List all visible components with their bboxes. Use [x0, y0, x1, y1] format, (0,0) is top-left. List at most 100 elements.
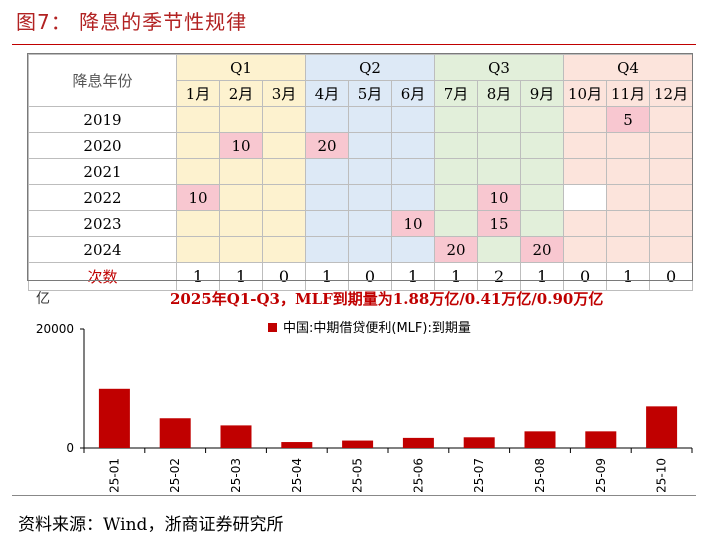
- rate-cut-cell: 15: [477, 210, 522, 237]
- table-cell: [348, 236, 393, 263]
- mlf-bar: [342, 440, 374, 448]
- table-cell: [520, 132, 565, 159]
- rate-cut-seasonality-table: 降息年份 Q1 Q2 Q3 Q4 1月 2月 3月 4月 5月 6月 7月 8月 9月 10月 11…: [28, 54, 694, 291]
- mlf-bar: [585, 431, 617, 448]
- table-cell: [219, 236, 263, 263]
- mlf-bar: [402, 437, 434, 448]
- mlf-bar: [646, 406, 678, 448]
- table-cell: [176, 106, 220, 133]
- table-cell: [434, 210, 479, 237]
- rate-cut-cell: 10: [477, 184, 522, 211]
- rate-cut-cell: 10: [219, 132, 263, 159]
- table-cell: [477, 158, 522, 185]
- table-cell: [477, 106, 522, 133]
- month-header: 8月: [477, 80, 522, 107]
- table-cell: [305, 158, 350, 185]
- table-cell: [348, 210, 393, 237]
- table-cell: [305, 236, 350, 263]
- x-tick-label: 25-08: [533, 458, 547, 493]
- legend-swatch: [268, 323, 277, 332]
- count-cell: 1: [219, 262, 263, 291]
- y-tick-label: 20000: [36, 322, 74, 336]
- table-cell: [348, 132, 393, 159]
- table-cell: [261, 158, 307, 185]
- mlf-maturity-bar-chart: 0 20000 25-01 25-02 25-03 25-04 25-05 25-06 25-0…: [36, 321, 693, 493]
- month-header: 9月: [520, 80, 565, 107]
- month-header: 7月: [434, 80, 479, 107]
- month-header: 6月: [391, 80, 436, 107]
- table-row: 2022 10 10: [28, 184, 694, 211]
- quarter-header-q4: Q4: [563, 54, 694, 81]
- x-tick-label: 25-02: [168, 458, 182, 493]
- rate-cut-cell: 20: [520, 236, 565, 263]
- table-cell: [520, 106, 565, 133]
- source-note: 资料来源：Wind，浙商证券研究所: [18, 510, 283, 535]
- table-cell: [391, 106, 436, 133]
- figure-title: 图7： 降息的季节性规律: [16, 10, 248, 34]
- x-tick-label: 25-01: [107, 458, 121, 493]
- table-cell: [261, 210, 307, 237]
- count-cell: 1: [176, 262, 220, 291]
- table-row: 2023 10 15: [28, 210, 694, 237]
- count-cell: 2: [477, 262, 522, 291]
- table-cell: [219, 106, 263, 133]
- table-cell: [520, 184, 565, 211]
- table-cell: [176, 236, 220, 263]
- table-cell: [305, 210, 350, 237]
- x-tick-label: 25-06: [411, 458, 425, 493]
- count-cell: 1: [305, 262, 350, 291]
- table-cell: [261, 106, 307, 133]
- month-header: 3月: [261, 80, 307, 107]
- table-cell: [563, 184, 608, 211]
- source-value: Wind，浙商证券研究所: [103, 515, 284, 535]
- table-cell: [219, 158, 263, 185]
- table-cell: [434, 158, 479, 185]
- table-cell: [563, 106, 608, 133]
- year-label: 2021: [28, 158, 177, 185]
- source-label: 资料来源：: [18, 515, 103, 535]
- x-tick-label: 25-03: [229, 458, 243, 493]
- count-row: 次数 1 1 0 1 0 1 1 2 1 0 1 0: [28, 262, 694, 291]
- table-cell: [348, 184, 393, 211]
- month-header: 5月: [348, 80, 393, 107]
- month-header: 2月: [219, 80, 263, 107]
- legend-label: 中国:中期借贷便利(MLF):到期量: [283, 321, 471, 336]
- table-cell: [563, 132, 608, 159]
- table-row: 2021: [28, 158, 694, 185]
- month-header: 11月: [606, 80, 651, 107]
- rate-cut-cell: 10: [391, 210, 436, 237]
- rate-cut-cell: 5: [606, 106, 651, 133]
- title-divider: [12, 44, 696, 45]
- table-cell: [649, 158, 694, 185]
- mlf-bar: [281, 442, 313, 448]
- month-header: 1月: [176, 80, 220, 107]
- count-label: 次数: [28, 262, 177, 291]
- count-cell: 1: [434, 262, 479, 291]
- rate-cut-cell: 20: [434, 236, 479, 263]
- table-cell: [649, 184, 694, 211]
- table-cell: [305, 184, 350, 211]
- year-label: 2020: [28, 132, 177, 159]
- table-cell: [348, 106, 393, 133]
- count-cell: 0: [348, 262, 393, 291]
- table-cell: [176, 158, 220, 185]
- table-cell: [261, 132, 307, 159]
- table-cell: [305, 106, 350, 133]
- table-cell: [606, 236, 651, 263]
- table-cell: [520, 210, 565, 237]
- y-tick-label: 0: [66, 441, 74, 455]
- table-cell: [391, 158, 436, 185]
- month-header: 10月: [563, 80, 608, 107]
- table-cell: [261, 236, 307, 263]
- count-cell: 1: [391, 262, 436, 291]
- table-cell: [391, 132, 436, 159]
- table-cell: [391, 184, 436, 211]
- table-cell: [606, 184, 651, 211]
- mlf-bar: [220, 425, 252, 448]
- table-cell: [176, 132, 220, 159]
- mlf-bar: [98, 388, 130, 448]
- chart-unit-label: 亿: [36, 291, 50, 307]
- mlf-bar: [159, 418, 191, 448]
- year-label: 2022: [28, 184, 177, 211]
- table-cell: [520, 158, 565, 185]
